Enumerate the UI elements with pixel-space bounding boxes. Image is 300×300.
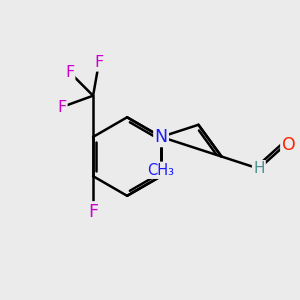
Text: O: O	[281, 136, 295, 154]
Text: CH₃: CH₃	[148, 163, 175, 178]
Text: F: F	[65, 64, 74, 80]
Text: F: F	[57, 100, 66, 115]
Text: F: F	[94, 55, 104, 70]
Text: F: F	[88, 202, 98, 220]
Text: N: N	[154, 128, 168, 146]
Text: H: H	[253, 161, 265, 176]
